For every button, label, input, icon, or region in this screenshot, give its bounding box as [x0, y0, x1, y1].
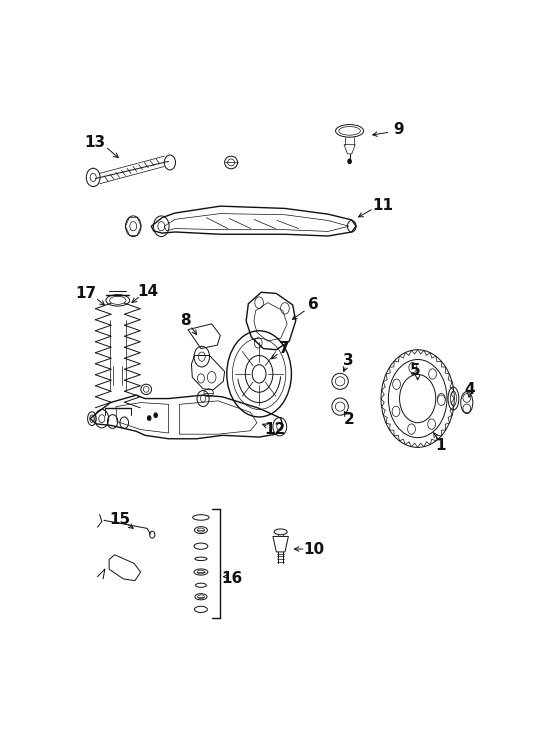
- Circle shape: [438, 395, 445, 405]
- Circle shape: [154, 413, 157, 418]
- Text: 4: 4: [464, 383, 475, 398]
- Circle shape: [408, 424, 415, 434]
- Circle shape: [348, 159, 351, 163]
- Text: 6: 6: [309, 298, 319, 313]
- Text: 15: 15: [110, 512, 131, 527]
- Text: 16: 16: [222, 571, 243, 586]
- Circle shape: [393, 379, 400, 389]
- Text: 9: 9: [394, 122, 404, 137]
- Text: 8: 8: [181, 313, 191, 328]
- Text: 5: 5: [410, 363, 421, 378]
- Text: 12: 12: [264, 422, 285, 437]
- Text: 1: 1: [436, 438, 446, 453]
- Text: 14: 14: [138, 284, 159, 299]
- Text: 17: 17: [75, 286, 96, 301]
- Text: 7: 7: [279, 340, 290, 356]
- Text: 11: 11: [372, 198, 393, 213]
- Text: 13: 13: [84, 135, 105, 150]
- Text: 10: 10: [304, 542, 325, 557]
- Circle shape: [428, 419, 435, 429]
- Circle shape: [438, 393, 445, 404]
- Text: 3: 3: [344, 353, 354, 368]
- Circle shape: [392, 407, 400, 416]
- Circle shape: [147, 416, 151, 421]
- Circle shape: [429, 369, 436, 379]
- Circle shape: [409, 363, 416, 373]
- Text: 2: 2: [344, 413, 354, 427]
